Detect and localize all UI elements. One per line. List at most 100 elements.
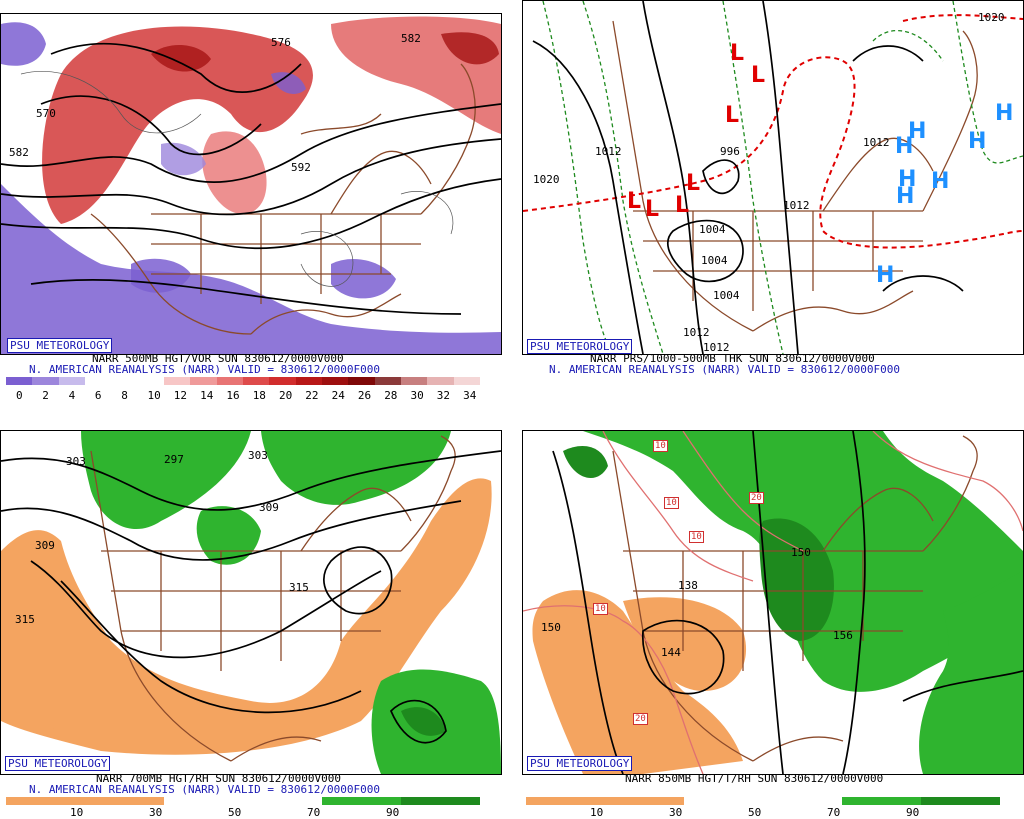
panel4-colorbar-ticks: 10 30 50 70 90	[526, 806, 1000, 819]
isobar-label: 1012	[683, 326, 710, 339]
contour-label: 315	[15, 613, 35, 626]
colorbar-segment	[348, 377, 375, 385]
colorbar-tick-label: 14	[200, 389, 214, 402]
colorbar-segment	[111, 377, 138, 385]
panel-500mb-vorticity: 570 570 576 582 582 588 592 PSU METEOROL…	[0, 13, 502, 355]
colorbar-tick-label: 8	[121, 389, 128, 402]
contour-label: 592	[291, 161, 311, 174]
vorticity-fill-low-5	[161, 142, 206, 176]
high-pressure-center: H	[895, 134, 914, 159]
colorbar-segment	[453, 377, 480, 385]
low-pressure-center: L	[675, 193, 690, 218]
colorbar-tick-label: 30	[669, 806, 683, 819]
isobar-label: 1012	[783, 199, 810, 212]
political-borders	[90, 63, 476, 335]
rh-moist-fill-2	[919, 571, 1023, 774]
colorbar-segment	[400, 377, 428, 385]
colorbar-tick-label: 50	[228, 806, 242, 819]
high-pressure-center: H	[908, 119, 927, 144]
vorticity-fill-low	[1, 184, 501, 354]
colorbar-segment	[269, 377, 296, 385]
temp-label: 20	[633, 713, 648, 725]
high-pressure-center: H	[876, 263, 895, 288]
colorbar-tick-label: 6	[94, 389, 102, 402]
rh-very-moist-fill	[401, 707, 446, 736]
contour-label: 303	[66, 455, 86, 468]
colorbar-tick-label: 32	[436, 389, 451, 402]
panel1-subtitle: N. AMERICAN REANALYSIS (NARR) VALID = 83…	[29, 363, 380, 376]
contour-label: 144	[661, 646, 681, 659]
colorbar-tick-label: 0	[16, 389, 23, 402]
map-850mb	[523, 431, 1023, 774]
political-borders	[612, 435, 978, 762]
isobars	[532, 1, 964, 354]
low-pressure-center: L	[725, 103, 740, 128]
colorbar-segment	[6, 377, 33, 385]
low-pressure-center: L	[730, 41, 745, 66]
temp-label: 10	[689, 531, 704, 543]
low-pressure-center: L	[751, 63, 766, 88]
isobar-label: 1012	[703, 341, 730, 354]
colorbar-tick-label: 34	[463, 389, 477, 402]
high-pressure-center: H	[896, 184, 915, 209]
colorbar-segment	[137, 377, 164, 385]
colorbar-tick-label: 90	[906, 806, 920, 819]
panel1-colorbar	[6, 377, 480, 385]
vorticity-fill-high-4	[441, 32, 499, 65]
colorbar-segment	[32, 377, 59, 385]
low-pressure-center: L	[686, 171, 701, 196]
panel-850mb-temp-rh: 150 144 138 150 156 10 10 10 20 20 10 PS…	[522, 430, 1024, 775]
contour-label: 309	[259, 501, 279, 514]
panel4-colorbar	[526, 797, 1000, 805]
vorticity-fill-high	[42, 26, 313, 224]
rh-moist-fill	[81, 431, 251, 530]
panel1-title: NARR 500MB HGT/VOR SUN 830612/0000V000	[92, 352, 344, 365]
isobar-label: 1020	[978, 11, 1005, 24]
temp-label: 10	[593, 603, 608, 615]
rh-dry-fill-2	[1, 621, 68, 731]
contour-label: 315	[289, 581, 309, 594]
colorbar-segment	[921, 797, 1000, 805]
low-pressure-center: L	[645, 197, 660, 222]
contour-label: 309	[35, 539, 55, 552]
isobar-label: 996	[720, 145, 740, 158]
temp-label: 10	[664, 497, 679, 509]
high-pressure-center: H	[968, 129, 987, 154]
colorbar-segment	[242, 377, 270, 385]
map-500mb	[1, 16, 501, 354]
thickness-contours	[542, 1, 1023, 354]
colorbar-tick-label: 20	[279, 389, 293, 402]
colorbar-tick-label: 12	[173, 389, 188, 402]
isobar-label: 1004	[713, 289, 740, 302]
height-contours	[552, 431, 1023, 774]
colorbar-tick-label: 26	[357, 389, 372, 402]
colorbar-segment	[401, 797, 480, 805]
panel2-subtitle: N. AMERICAN REANALYSIS (NARR) VALID = 83…	[549, 363, 900, 376]
colorbar-tick-label: 70	[827, 806, 841, 819]
colorbar-segment	[243, 797, 322, 805]
rh-dry-fill	[532, 590, 743, 774]
colorbar-tick-label: 16	[226, 389, 240, 402]
panel-pressure-thickness: 1012 1020 1004 1004 996 1012 1012 1012 1…	[522, 0, 1024, 355]
rh-dry-fill-2	[623, 597, 747, 691]
colorbar-segment	[295, 377, 322, 385]
colorbar-segment	[85, 797, 164, 805]
contour-label: 582	[401, 32, 421, 45]
colorbar-tick-label: 24	[331, 389, 345, 402]
low-pressure-center: L	[627, 189, 642, 214]
contour-label: 156	[833, 629, 853, 642]
political-borders	[612, 20, 978, 332]
psu-meteorology-badge: PSU METEOROLOGY	[527, 756, 633, 771]
panel1-colorbar-ticks: 0 2 4 6 8 10 12 14 16 18 20 22 24 26 28 30 32 34	[6, 389, 480, 402]
colorbar-segment	[164, 797, 243, 805]
colorbar-segment	[842, 797, 921, 805]
vorticity-fill-low-3	[131, 258, 191, 293]
colorbar-segment	[322, 797, 401, 805]
isobar-label: 1004	[699, 223, 726, 236]
psu-meteorology-badge: PSU METEOROLOGY	[5, 756, 111, 771]
colorbar-tick-label: 10	[590, 806, 604, 819]
contour-label: 582	[9, 146, 29, 159]
colorbar-segment	[190, 377, 217, 385]
vorticity-fill-low-6	[271, 72, 306, 94]
colorbar-tick-label: 22	[305, 389, 319, 402]
